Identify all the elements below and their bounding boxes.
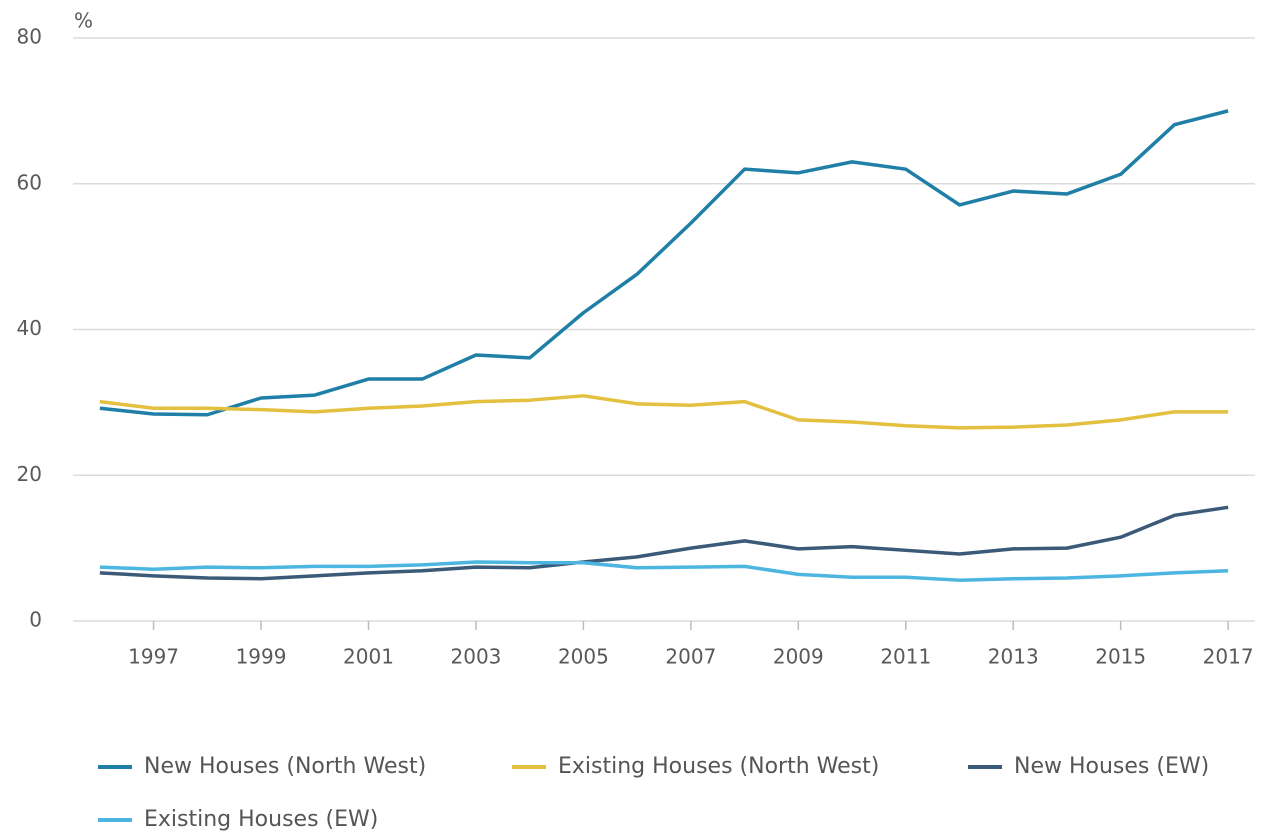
legend-item: New Houses (North West) [98, 754, 426, 779]
legend-item: New Houses (EW) [968, 754, 1209, 779]
legend-item: Existing Houses (EW) [98, 807, 378, 832]
x-tick-label: 2011 [880, 645, 931, 669]
y-tick-label: 60 [17, 170, 42, 194]
y-tick-label: 40 [17, 316, 42, 340]
x-tick-label: 2003 [451, 645, 502, 669]
legend-item: Existing Houses (North West) [512, 754, 879, 779]
y-axis-label: % [74, 9, 93, 33]
legend-label: New Houses (North West) [144, 754, 426, 779]
legend-label: New Houses (EW) [1014, 754, 1209, 779]
series-line [99, 560, 1229, 582]
x-tick-label: 2017 [1203, 645, 1254, 669]
x-tick-label: 1999 [236, 645, 287, 669]
y-tick-label: 80 [17, 25, 42, 49]
y-tick-label: 20 [17, 462, 42, 486]
x-tick-label: 2013 [988, 645, 1039, 669]
y-tick-label: 0 [29, 608, 42, 632]
x-tick-label: 2005 [558, 645, 609, 669]
series-line [99, 505, 1229, 581]
legend-label: Existing Houses (North West) [558, 754, 879, 779]
x-tick-label: 1997 [128, 645, 179, 669]
series-line [99, 109, 1229, 417]
x-tick-label: 2009 [773, 645, 824, 669]
legend-label: Existing Houses (EW) [144, 807, 378, 832]
x-tick-label: 2001 [343, 645, 394, 669]
x-tick-label: 2007 [665, 645, 716, 669]
x-tick-label: 2015 [1095, 645, 1146, 669]
series-line [99, 394, 1229, 430]
